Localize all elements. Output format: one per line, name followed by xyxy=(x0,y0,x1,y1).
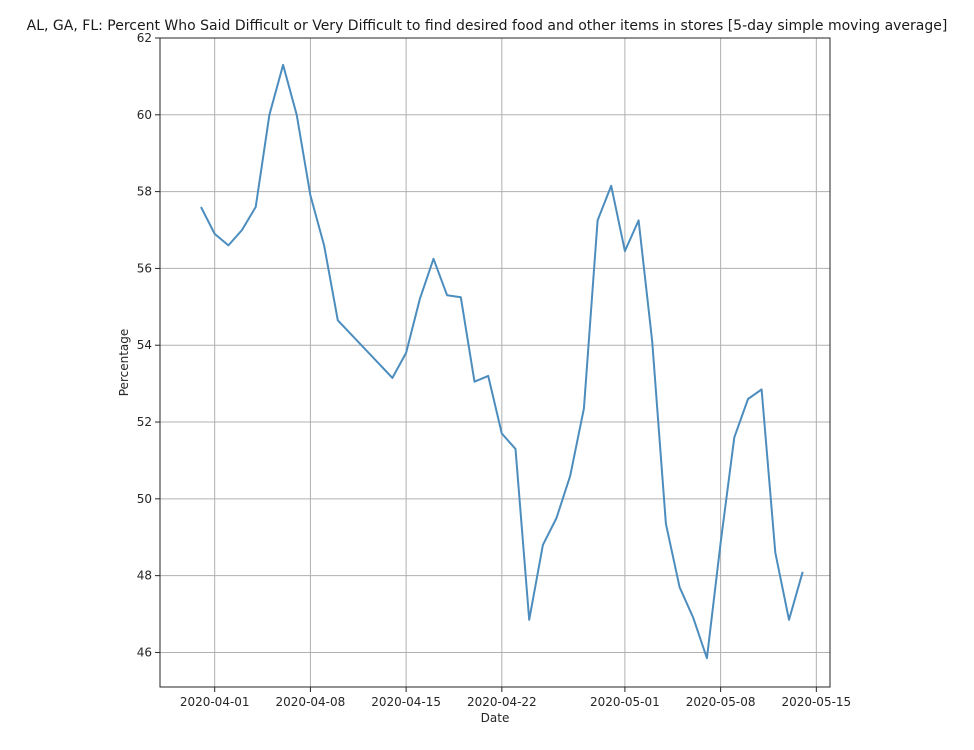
y-axis-label: Percentage xyxy=(117,329,131,397)
x-axis: 2020-04-01 2020-04-08 2020-04-15 2020-04-22… xyxy=(180,687,851,709)
x-axis-label: Date xyxy=(481,711,510,725)
y-tick-label: 60 xyxy=(137,108,152,122)
plot-frame xyxy=(159,37,831,688)
y-tick-label: 62 xyxy=(137,31,152,45)
x-tick-label: 2020-04-22 xyxy=(467,695,537,709)
series-layer xyxy=(200,63,804,660)
y-axis: 46 48 50 52 54 56 58 60 62 xyxy=(137,31,160,659)
series-line xyxy=(200,63,804,660)
x-tick-label: 2020-04-15 xyxy=(371,695,441,709)
x-tick-label: 2020-04-08 xyxy=(276,695,346,709)
y-tick-label: 54 xyxy=(137,338,152,352)
y-tick-label: 46 xyxy=(137,645,152,659)
chart-title: AL, GA, FL: Percent Who Said Difficult o… xyxy=(27,18,948,34)
y-tick-label: 58 xyxy=(137,185,152,199)
x-tick-label: 2020-04-01 xyxy=(180,695,250,709)
y-tick-label: 50 xyxy=(137,492,152,506)
grid xyxy=(160,37,830,687)
x-tick-label: 2020-05-01 xyxy=(590,695,660,709)
y-tick-label: 48 xyxy=(137,569,152,583)
y-tick-label: 56 xyxy=(137,261,152,275)
y-tick-label: 52 xyxy=(137,415,152,429)
x-tick-label: 2020-05-15 xyxy=(781,695,851,709)
x-tick-label: 2020-05-08 xyxy=(686,695,756,709)
